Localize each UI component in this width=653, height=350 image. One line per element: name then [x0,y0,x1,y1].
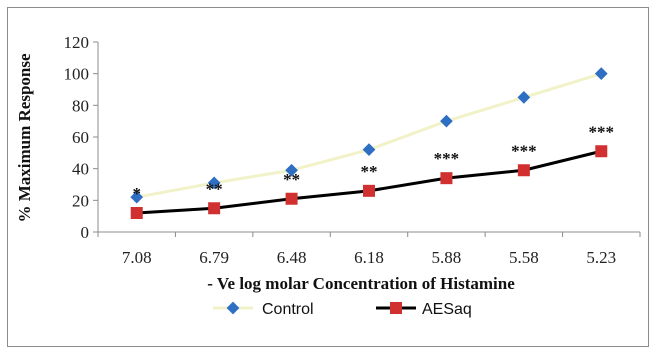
x-tick-label: 5.23 [586,248,616,267]
y-tick-label: 20 [72,191,89,210]
legend: Control AESaq [213,301,472,318]
data-point-control [130,190,144,204]
legend-item-control: Control [213,301,314,318]
significance-label: * [132,184,141,203]
significance-label: ** [206,179,223,198]
data-point-aesaq [208,202,221,215]
y-tick-label: 0 [81,223,90,242]
legend-aesaq-marker [390,302,402,314]
x-tick-label: 6.79 [199,248,229,267]
y-tick-label: 60 [72,128,89,147]
legend-control-marker [226,301,240,315]
data-point-aesaq [517,164,530,177]
x-axis: 7.08 6.79 6.48 6.18 5.88 5.58 5.23 [97,231,641,267]
x-tick-label: 5.88 [432,248,462,267]
data-point-control [285,163,298,177]
x-tick-label: 7.08 [122,248,152,267]
y-axis: 0 20 40 60 80 100 120 [64,33,99,242]
y-axis-title: % Maximum Response [15,53,34,223]
significance-label: *** [589,122,615,141]
y-tick-label: 40 [72,160,89,179]
data-point-control [440,114,453,128]
line-chart: 0 20 40 60 80 100 120 7.08 6.79 6.48 6.18 5.88 5.58… [15,33,641,318]
x-tick-label: 6.18 [354,248,384,267]
significance-label: ** [283,170,300,189]
legend-item-aesaq: AESaq [376,301,472,318]
data-point-aesaq [130,207,143,219]
data-point-control [594,67,608,81]
x-tick-label: 5.58 [509,248,539,267]
legend-control-label: Control [262,301,314,318]
significance-label: ** [361,162,378,181]
x-axis-title: - Ve log molar Concentration of Histamin… [207,274,515,293]
data-point-control [207,176,221,190]
chart-container: 0 20 40 60 80 100 120 7.08 6.79 6.48 6.18 5.88 5.58… [7,7,649,347]
data-point-aesaq [440,172,453,185]
y-tick-label: 80 [72,96,89,115]
significance-label: *** [434,149,460,168]
y-tick-label: 120 [64,33,90,52]
data-point-aesaq [363,184,375,197]
data-point-control [362,143,376,157]
significance-label: *** [511,141,537,160]
data-point-control [517,91,531,104]
data-point-aesaq [595,145,608,158]
x-tick-label: 6.48 [277,248,307,267]
significance-annotations: * ** ** ***** ****** [132,122,614,203]
data-point-aesaq [285,192,298,205]
y-tick-label: 100 [64,65,90,84]
legend-aesaq-label: AESaq [422,301,472,318]
